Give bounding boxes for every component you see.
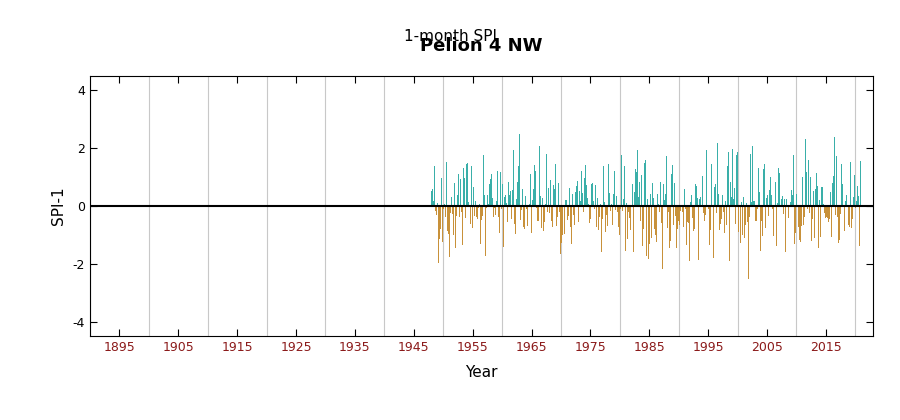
Text: 1-month SPI: 1-month SPI [403, 29, 497, 44]
Y-axis label: SPI-1: SPI-1 [50, 186, 66, 225]
Title: Pelion 4 NW: Pelion 4 NW [420, 37, 543, 55]
X-axis label: Year: Year [465, 365, 498, 380]
